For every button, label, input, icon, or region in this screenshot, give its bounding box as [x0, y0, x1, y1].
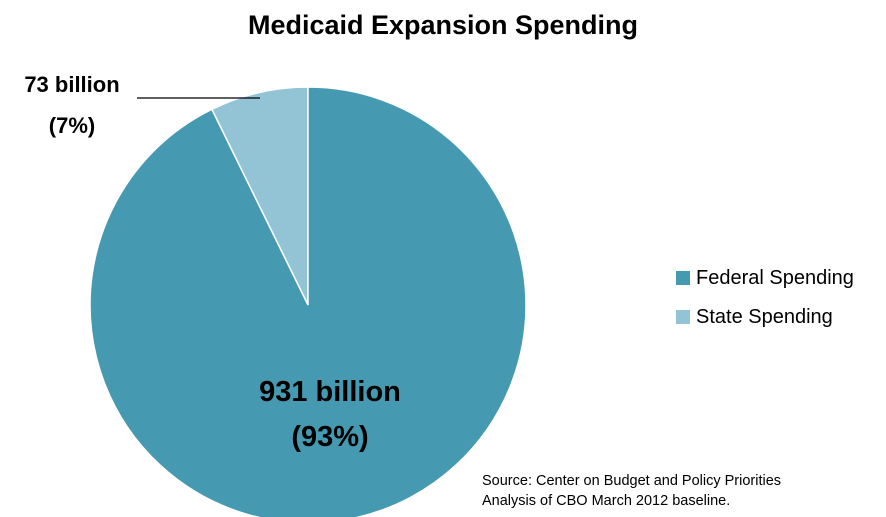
- chart-title: Medicaid Expansion Spending: [247, 10, 639, 40]
- legend-swatch-state: [676, 310, 690, 324]
- legend-item-federal-spending: Federal Spending: [676, 266, 854, 290]
- legend-swatch-federal: [676, 271, 690, 285]
- source-note-line-2: Analysis of CBO March 2012 baseline.: [482, 493, 731, 509]
- state-slice-percent-label: (7%): [49, 113, 95, 138]
- pie-slices: [89, 86, 527, 517]
- pie-slice-federal-spending: [89, 86, 527, 517]
- legend: Federal Spending State Spending: [676, 266, 854, 344]
- federal-slice-value-label: 931 billion: [259, 376, 401, 408]
- legend-label-federal: Federal Spending: [696, 266, 854, 289]
- source-note-line-1: Source: Center on Budget and Policy Prio…: [482, 473, 782, 489]
- federal-slice-percent-label: (93%): [291, 421, 368, 453]
- legend-label-state: State Spending: [696, 305, 833, 328]
- pie-slice-state-spending: [210, 86, 309, 306]
- state-slice-value-label: 73 billion: [24, 72, 119, 97]
- legend-item-state-spending: State Spending: [676, 305, 854, 329]
- source-note: Source: Center on Budget and Policy Prio…: [482, 471, 781, 511]
